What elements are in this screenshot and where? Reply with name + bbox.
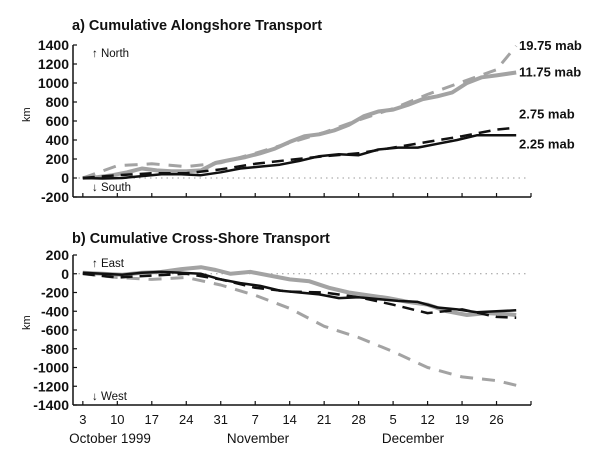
series-label: 19.75 mab: [519, 38, 582, 53]
series-label: 11.75 mab: [519, 65, 581, 80]
x-tick-label: 14: [282, 412, 296, 427]
x-tick-label: 12: [420, 412, 434, 427]
series-label: 2.75 mab: [519, 107, 575, 122]
y-tick-label: 0: [61, 266, 69, 282]
x-tick-label: 3: [79, 412, 86, 427]
y-tick-label: -600: [41, 322, 69, 338]
panel-b-ylabel: km: [21, 315, 33, 330]
panel-a-ylabel: km: [21, 107, 33, 122]
y-tick-label: -1200: [33, 378, 69, 394]
series-line-19-75-mab: [82, 272, 517, 387]
y-tick-label: 400: [46, 132, 70, 148]
x-tick-label: 19: [455, 412, 469, 427]
y-tick-label: 0: [61, 170, 69, 186]
panel-b-cross-shore: b) Cumulative Cross-Shore Transport km ↑…: [21, 231, 532, 446]
y-tick-label: 200: [46, 247, 70, 263]
x-tick-label: 28: [351, 412, 365, 427]
panel-a-alongshore: a) Cumulative Alongshore Transport km ↑ …: [21, 18, 582, 205]
x-tick-label: 5: [389, 412, 396, 427]
panel-a-title: a) Cumulative Alongshore Transport: [72, 18, 322, 34]
y-tick-label: -200: [41, 285, 69, 301]
x-tick-label: 17: [145, 412, 159, 427]
panel-a-south-annotation: ↓ South: [92, 182, 131, 194]
y-tick-label: -1000: [33, 360, 69, 376]
y-tick-label: -400: [41, 303, 69, 319]
x-tick-label: 21: [317, 412, 331, 427]
month-label: October 1999: [69, 431, 151, 446]
y-tick-label: 800: [46, 94, 70, 110]
x-tick-label: 26: [489, 412, 503, 427]
month-label: December: [382, 431, 445, 446]
month-label: November: [227, 431, 290, 446]
x-tick-label: 31: [214, 412, 228, 427]
y-tick-label: 600: [46, 113, 70, 129]
series-label: 2.25 mab: [519, 136, 575, 151]
series-line-2-25-mab: [82, 270, 517, 314]
y-tick-label: 200: [46, 151, 70, 167]
x-tick-label: 24: [179, 412, 193, 427]
x-tick-label: 7: [252, 412, 259, 427]
panel-a-north-annotation: ↑ North: [92, 48, 129, 60]
x-tick-label: 10: [110, 412, 124, 427]
y-tick-label: 1200: [38, 56, 69, 72]
panel-b-title: b) Cumulative Cross-Shore Transport: [72, 231, 330, 247]
y-tick-label: -800: [41, 341, 69, 357]
panel-b-east-annotation: ↑ East: [92, 258, 125, 270]
y-tick-label: 1400: [38, 37, 69, 53]
y-tick-label: -200: [41, 189, 69, 205]
y-tick-label: 1000: [38, 75, 69, 91]
panel-b-west-annotation: ↓ West: [92, 391, 128, 403]
series-line-11-75-mab: [82, 70, 517, 180]
series-line-2-25-mab: [82, 134, 517, 180]
y-tick-label: -1400: [33, 397, 69, 413]
